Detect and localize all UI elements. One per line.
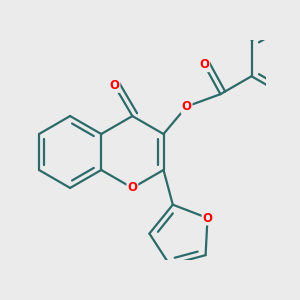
Text: O: O (110, 79, 119, 92)
Text: O: O (128, 182, 137, 194)
Text: O: O (182, 100, 192, 113)
Text: O: O (202, 212, 212, 224)
Text: O: O (199, 58, 209, 71)
Text: I: I (298, 116, 300, 129)
